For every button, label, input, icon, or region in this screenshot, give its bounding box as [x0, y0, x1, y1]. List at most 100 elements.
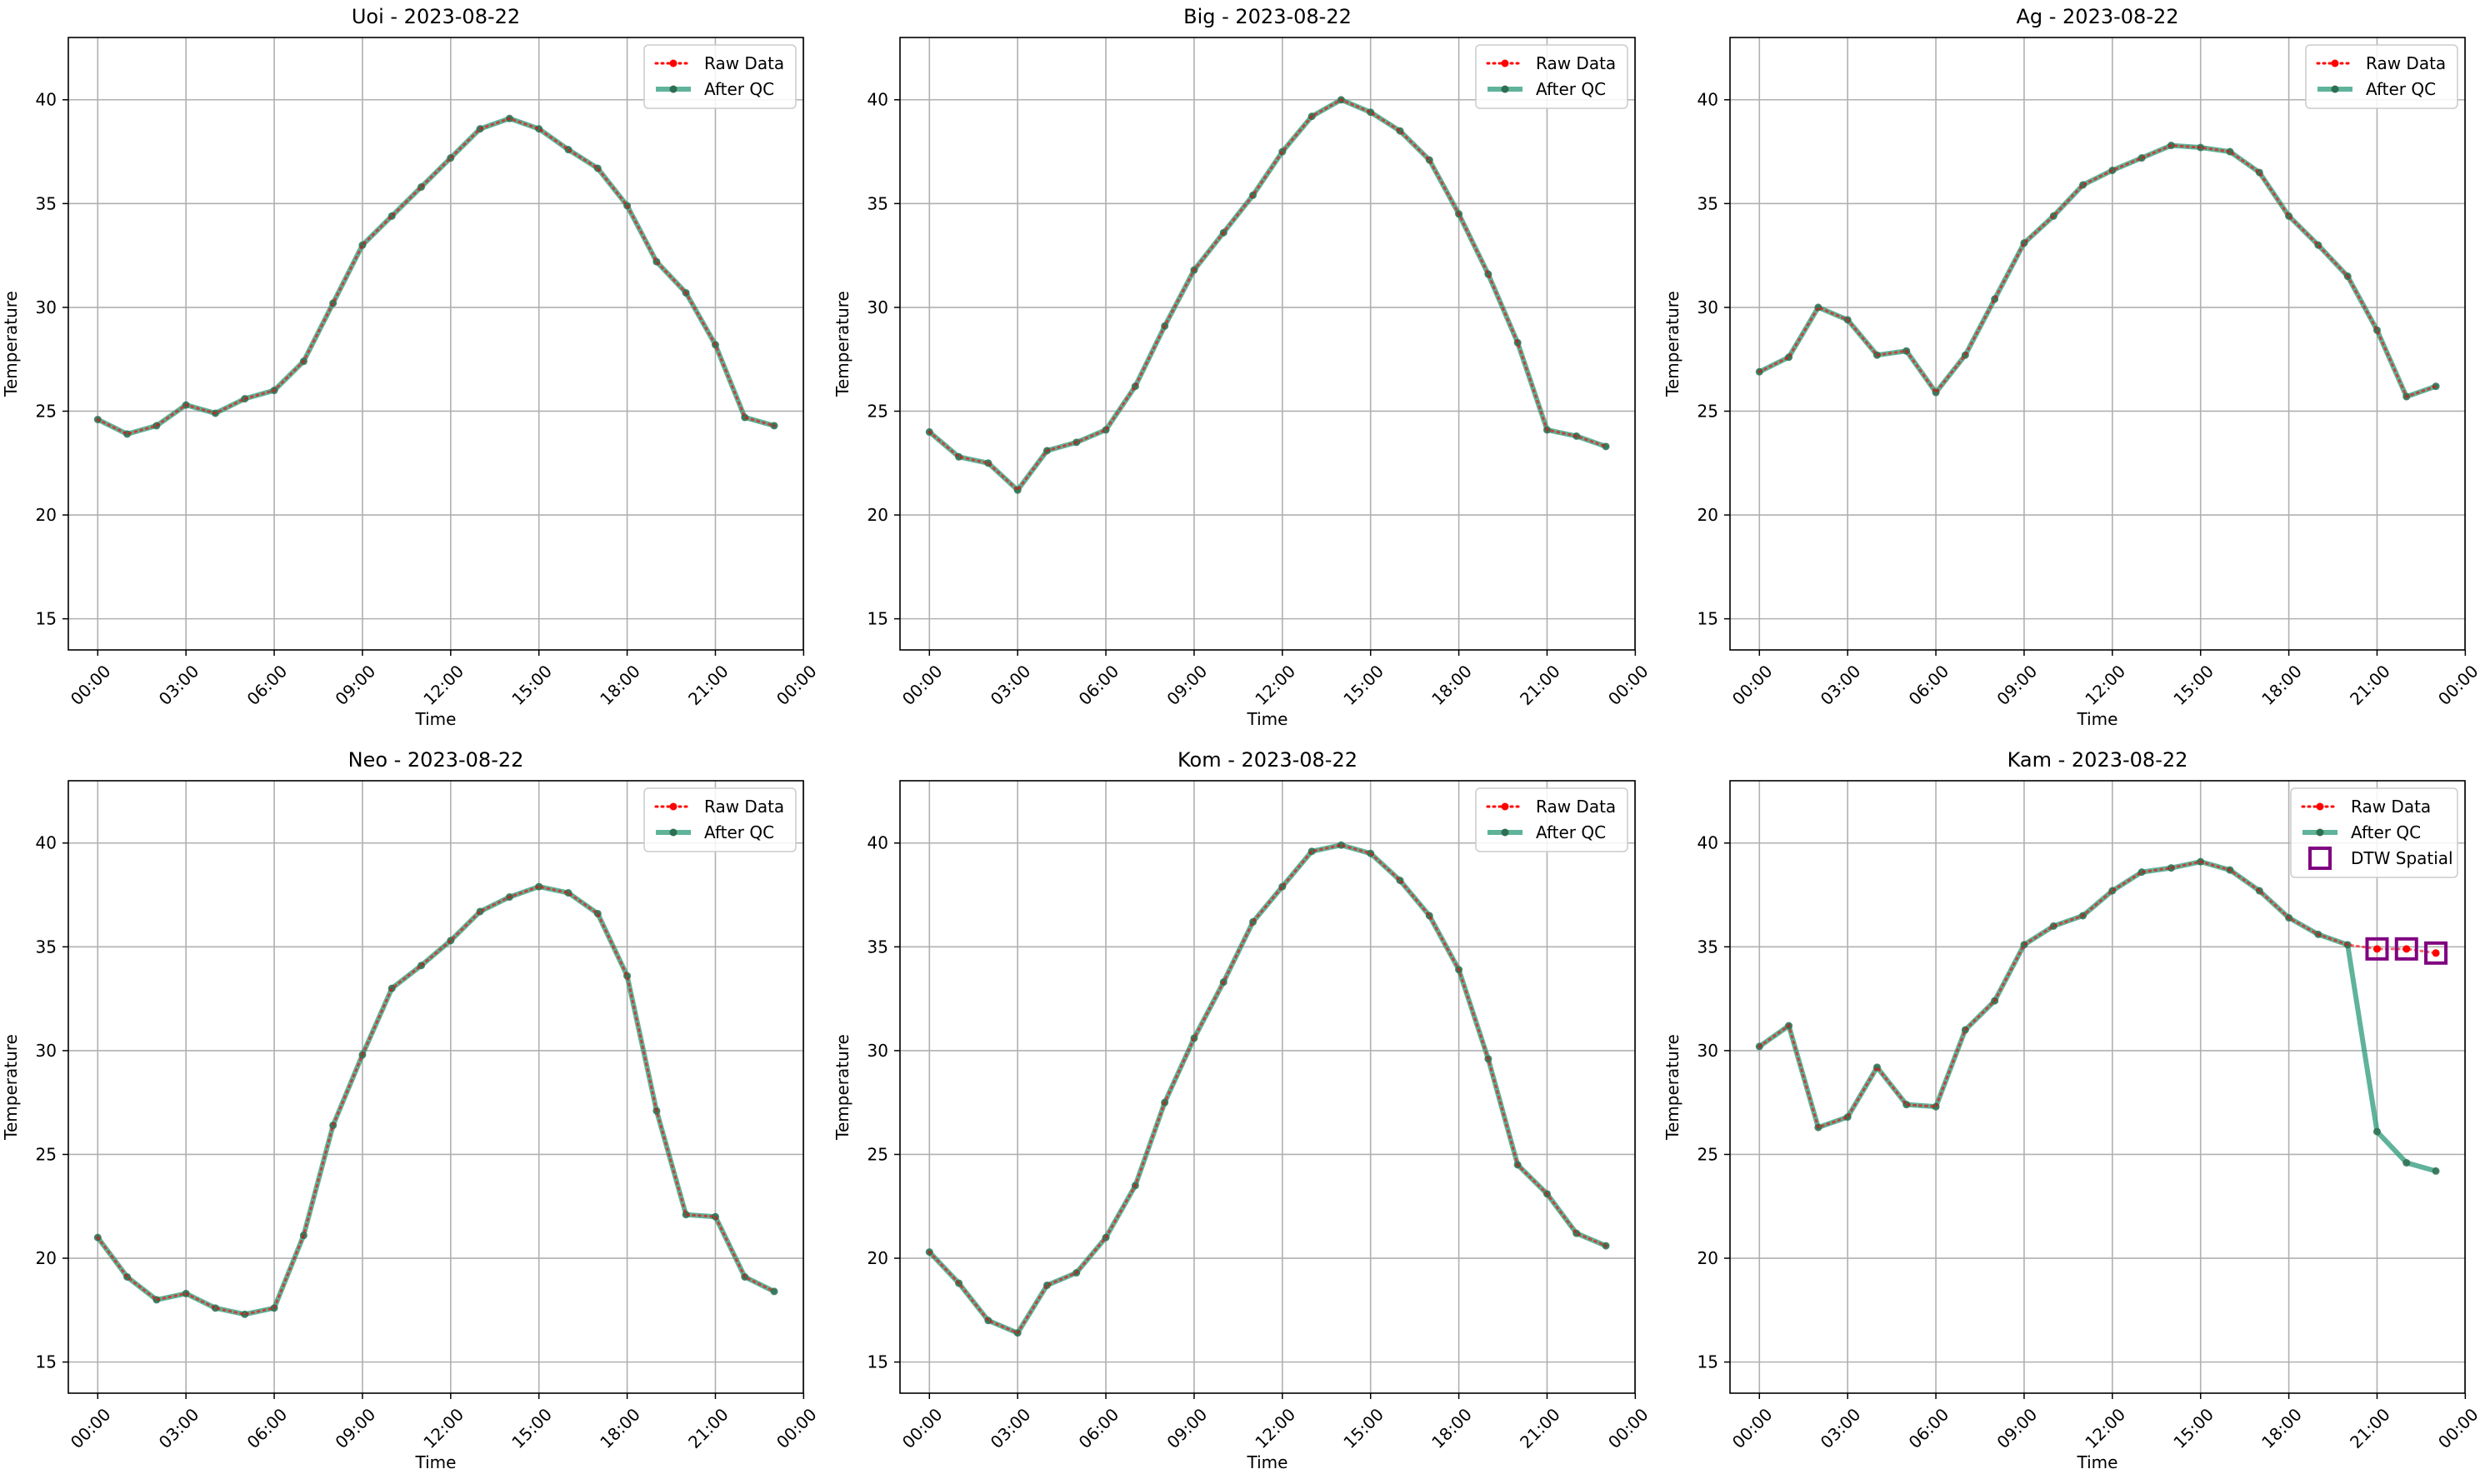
y-tick-label: 20	[1698, 505, 1718, 525]
y-tick-label: 40	[36, 833, 57, 853]
legend-box	[643, 787, 797, 852]
y-tick-label: 15	[36, 1352, 57, 1372]
y-axis-label: Temperature	[832, 1034, 852, 1141]
y-tick-label: 25	[36, 401, 57, 421]
y-tick-label: 35	[868, 193, 888, 213]
axes-frame	[899, 37, 1636, 651]
y-tick-label: 40	[868, 90, 888, 110]
x-axis-label: Time	[1247, 1452, 1288, 1472]
legend-marker-after-qc	[669, 85, 678, 93]
legend: Raw Data After QC	[2305, 44, 2458, 109]
y-tick-label: 20	[36, 505, 57, 525]
y-tick-label: 15	[868, 609, 888, 629]
chart-title: Big - 2023-08-22	[1183, 5, 1352, 28]
legend-marker-raw-data	[1501, 802, 1509, 811]
y-tick-label: 35	[36, 193, 57, 213]
legend-label: After QC	[1536, 822, 1606, 842]
legend: Raw Data After QC	[643, 787, 797, 852]
y-tick-label: 15	[868, 1352, 888, 1372]
y-tick-label: 25	[868, 401, 888, 421]
series-line-raw-data	[96, 117, 776, 436]
after-qc-point	[2432, 1167, 2440, 1175]
dtw-spatial-flag	[2394, 937, 2418, 961]
raw-data-point	[2402, 945, 2411, 953]
series-line-raw-data	[96, 885, 776, 1316]
x-axis-label: Time	[415, 1452, 457, 1472]
legend-marker-after-qc	[1501, 85, 1509, 93]
series-line-raw-data	[1758, 860, 2438, 1130]
y-tick-label: 40	[868, 833, 888, 853]
series-line-raw-data	[928, 98, 1608, 492]
legend: Raw Data After QC DTW Spatial	[2290, 787, 2458, 878]
after-qc-point	[2372, 1127, 2381, 1136]
legend-label: Raw Data	[2366, 53, 2446, 73]
legend-marker-raw-data	[2331, 59, 2339, 67]
series-line-raw-data	[928, 843, 1608, 1335]
chart-title: Uoi - 2023-08-22	[352, 5, 520, 28]
legend-box	[2290, 787, 2458, 878]
legend-label: After QC	[704, 822, 774, 842]
legend-label: Raw Data	[2351, 797, 2431, 817]
y-tick-label: 30	[36, 1041, 57, 1061]
legend-marker-raw-data	[1501, 59, 1509, 67]
axes-frame	[1729, 37, 2466, 651]
legend-label: After QC	[704, 79, 774, 99]
chart-title: Ag - 2023-08-22	[2016, 5, 2178, 28]
y-axis-label: Temperature	[1, 291, 21, 397]
x-axis-label: Time	[2077, 709, 2118, 729]
legend-marker-raw-data	[2316, 802, 2324, 811]
legend-label: After QC	[1536, 79, 1606, 99]
raw-data-point	[2432, 949, 2440, 957]
after-qc-point	[2402, 1158, 2411, 1167]
y-tick-label: 25	[868, 1144, 888, 1164]
legend-box	[2305, 44, 2458, 109]
y-tick-label: 40	[36, 90, 57, 110]
legend-marker-after-qc	[2331, 85, 2339, 93]
y-tick-label: 35	[36, 937, 57, 957]
y-tick-label: 35	[1698, 193, 1718, 213]
legend: Raw Data After QC	[1475, 787, 1628, 852]
x-axis-label: Time	[1247, 709, 1288, 729]
legend-marker-raw-data	[669, 59, 678, 67]
legend-swatch-dtw-spatial	[2308, 847, 2332, 870]
y-tick-label: 25	[1698, 401, 1718, 421]
y-tick-label: 30	[868, 1041, 888, 1061]
y-tick-label: 15	[1698, 609, 1718, 629]
y-tick-label: 30	[868, 297, 888, 317]
y-tick-label: 15	[1698, 1352, 1718, 1372]
legend-marker-after-qc	[669, 828, 678, 837]
y-axis-label: Temperature	[1662, 291, 1682, 397]
legend-marker-after-qc	[2316, 828, 2324, 837]
x-axis-label: Time	[2077, 1452, 2118, 1472]
y-axis-label: Temperature	[1, 1034, 21, 1141]
legend-marker-after-qc	[1501, 828, 1509, 837]
legend: Raw Data After QC	[1475, 44, 1628, 109]
chart-title: Kam - 2023-08-22	[2008, 748, 2188, 772]
after-qc-point	[1337, 841, 1345, 849]
y-tick-label: 25	[36, 1144, 57, 1164]
y-tick-label: 30	[1698, 1041, 1718, 1061]
legend-label: Raw Data	[704, 797, 784, 817]
series-line-raw-data	[1758, 144, 2438, 398]
after-qc-point	[241, 1310, 249, 1318]
y-tick-label: 25	[1698, 1144, 1718, 1164]
dtw-spatial-flag	[2424, 941, 2448, 965]
axes-frame	[899, 780, 1636, 1394]
chart-title: Kom - 2023-08-22	[1178, 748, 1358, 772]
axes-frame	[1729, 780, 2466, 1394]
y-axis-label: Temperature	[832, 291, 852, 397]
y-tick-label: 20	[1698, 1248, 1718, 1268]
y-tick-label: 35	[1698, 937, 1718, 957]
y-tick-label: 15	[36, 609, 57, 629]
legend-label: Raw Data	[1536, 797, 1616, 817]
y-tick-label: 40	[1698, 90, 1718, 110]
legend: Raw Data After QC	[643, 44, 797, 109]
legend-label: Raw Data	[704, 53, 784, 73]
legend-box	[1475, 44, 1628, 109]
legend-marker-raw-data	[669, 802, 678, 811]
legend-box	[643, 44, 797, 109]
after-qc-point	[770, 1287, 778, 1296]
